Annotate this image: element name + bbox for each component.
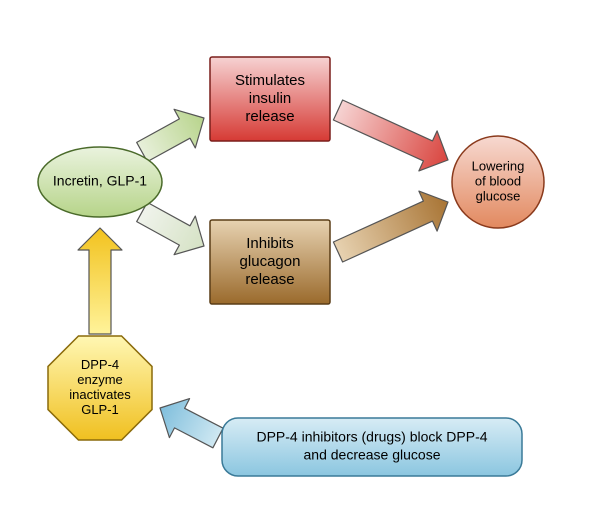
- node-insulin: Stimulatesinsulinrelease: [210, 57, 330, 141]
- node-label-line: Inhibits: [246, 235, 294, 252]
- node-label-line: release: [245, 271, 294, 288]
- node-label-line: Stimulates: [235, 72, 305, 89]
- node-incretin: Incretin, GLP-1: [38, 147, 162, 217]
- node-dpp4inhibitors: DPP-4 inhibitors (drugs) block DPP-4 and …: [222, 418, 522, 476]
- node-label-line: release: [245, 108, 294, 125]
- node-label-line: enzyme: [77, 372, 123, 387]
- arrow-glucagon-to-lowering: [333, 191, 448, 262]
- arrow-incretin-to-glucagon: [137, 202, 204, 254]
- arrow-incretin-to-insulin: [137, 109, 204, 161]
- node-dpp4enzyme: DPP-4enzymeinactivatesGLP-1: [48, 336, 152, 440]
- node-label-line: DPP-4 inhibitors (drugs) block DPP-4: [256, 429, 487, 445]
- node-label-line: inactivates: [69, 387, 131, 402]
- arrow-dpp4-to-incretin: [78, 228, 122, 334]
- arrow-insulin-to-lowering: [333, 100, 448, 171]
- node-label-line: Incretin, GLP-1: [53, 173, 147, 189]
- node-label-line: glucagon: [240, 253, 301, 270]
- node-label-line: Lowering: [472, 158, 525, 173]
- node-label-line: GLP-1: [81, 402, 119, 417]
- node-label-line: glucose: [476, 188, 521, 203]
- node-glucagon: Inhibitsglucagonrelease: [210, 220, 330, 304]
- node-lowering: Loweringof bloodglucose: [452, 136, 544, 228]
- node-label-line: of blood: [475, 173, 521, 188]
- arrow-drugs-to-dpp4: [160, 399, 223, 448]
- node-label-line: and decrease glucose: [304, 447, 441, 463]
- node-label-line: insulin: [249, 90, 292, 107]
- node-label-line: DPP-4: [81, 357, 119, 372]
